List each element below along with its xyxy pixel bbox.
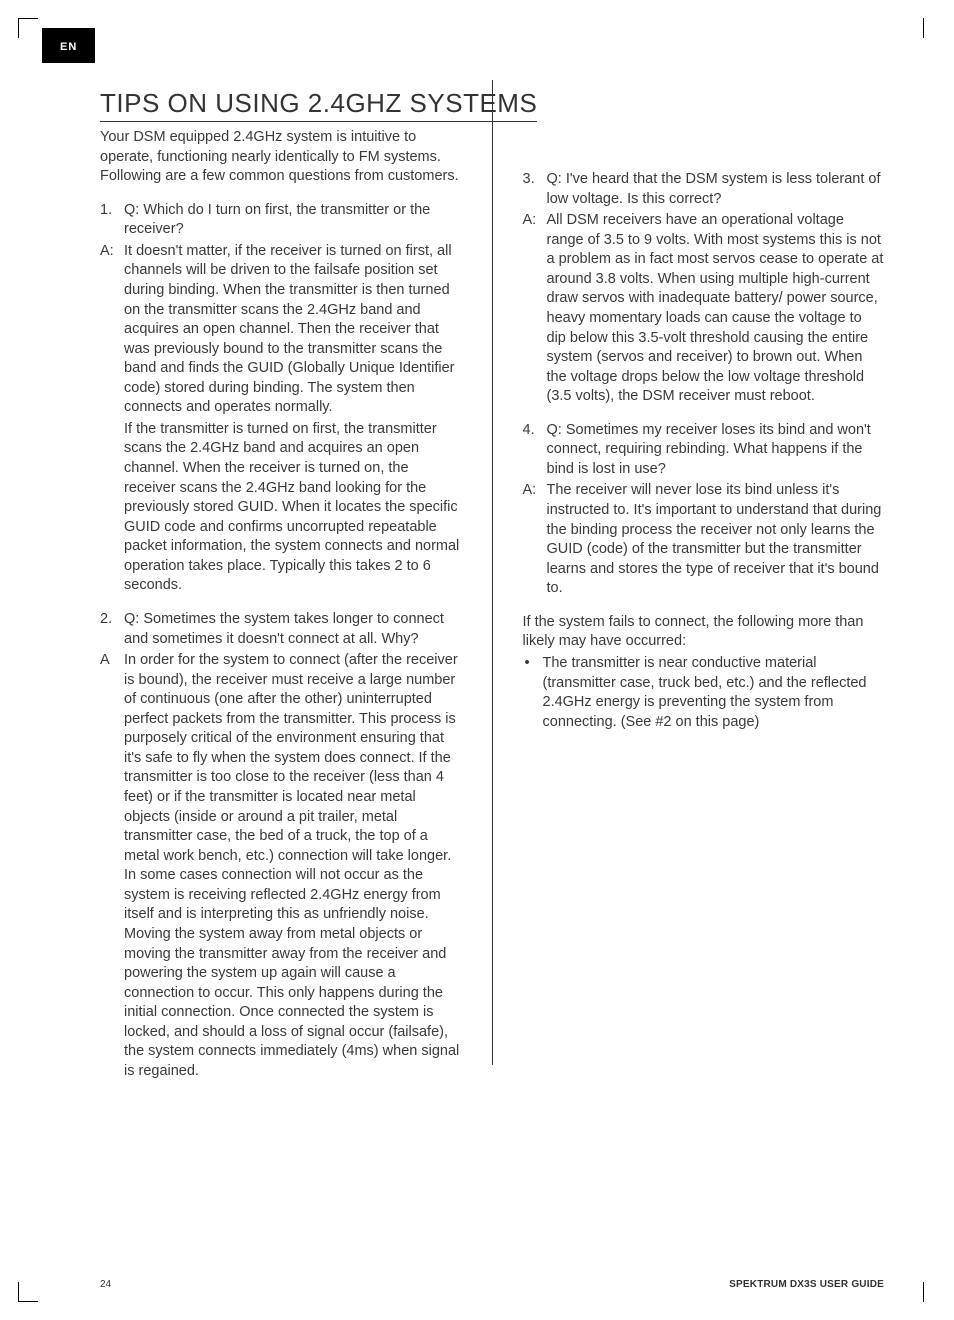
qa-question: Q: I've heard that the DSM system is les… <box>547 170 885 209</box>
qa-answer: All DSM receivers have an operational vo… <box>547 211 885 407</box>
qa-2: 2. Q: Sometimes the system takes longer … <box>100 610 462 1082</box>
intro-text: Your DSM equipped 2.4GHz system is intui… <box>100 128 462 187</box>
qa-question: Q: Sometimes my receiver loses its bind … <box>547 421 885 480</box>
page-number: 24 <box>100 1279 111 1290</box>
qa-1: 1. Q: Which do I turn on first, the tran… <box>100 201 462 596</box>
qa-4: 4. Q: Sometimes my receiver loses its bi… <box>523 421 885 599</box>
qa-answer: It doesn't matter, if the receiver is tu… <box>124 242 462 418</box>
qa-question: Q: Sometimes the system takes longer to … <box>124 610 462 649</box>
qa-answer: The receiver will never lose its bind un… <box>547 481 885 598</box>
qa-answer-prefix: A: <box>523 211 547 407</box>
left-column: Your DSM equipped 2.4GHz system is intui… <box>100 128 462 1095</box>
qa-answer-continued: If the transmitter is turned on first, t… <box>124 420 462 596</box>
qa-number: 3. <box>523 170 547 209</box>
qa-answer-prefix: A <box>100 651 124 1081</box>
qa-answer: In order for the system to connect (afte… <box>124 651 462 1081</box>
qa-answer-prefix: A: <box>100 242 124 418</box>
bullet-icon: • <box>523 654 543 732</box>
section-title: TIPS ON USING 2.4GHZ SYSTEMS <box>100 88 537 122</box>
language-badge: EN <box>42 28 95 63</box>
qa-number: 2. <box>100 610 124 649</box>
qa-number: 4. <box>523 421 547 480</box>
qa-question: Q: Which do I turn on first, the transmi… <box>124 201 462 240</box>
right-column: 3. Q: I've heard that the DSM system is … <box>523 128 885 1095</box>
fail-intro: If the system fails to connect, the foll… <box>523 613 885 652</box>
bullet-text: The transmitter is near conductive mater… <box>543 654 885 732</box>
qa-3: 3. Q: I've heard that the DSM system is … <box>523 170 885 407</box>
guide-title: SPEKTRUM DX3S USER GUIDE <box>729 1279 884 1290</box>
column-divider <box>492 80 493 1065</box>
bullet-item: • The transmitter is near conductive mat… <box>523 654 885 732</box>
qa-number: 1. <box>100 201 124 240</box>
qa-answer-prefix: A: <box>523 481 547 598</box>
